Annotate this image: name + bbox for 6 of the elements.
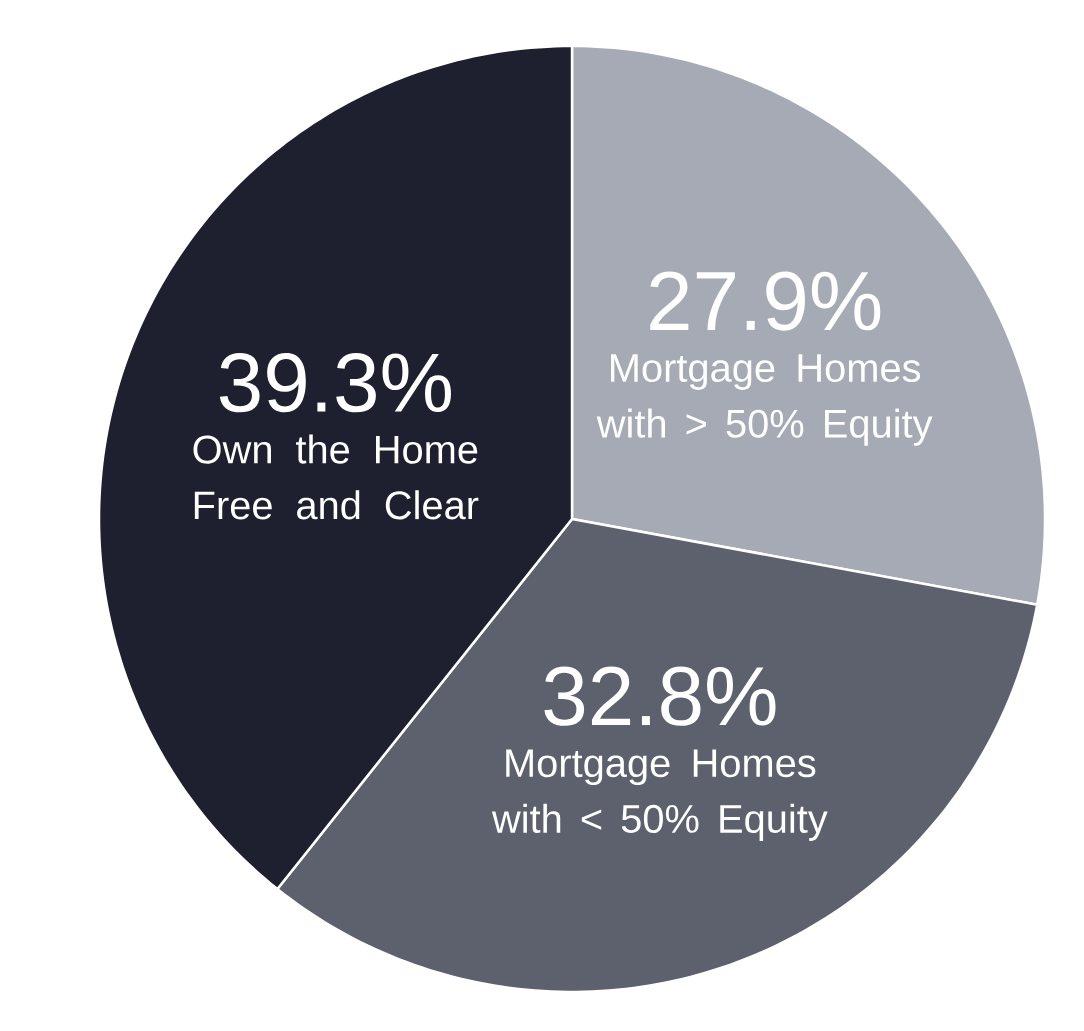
data-label: 39.3% <box>219 353 451 413</box>
slice-label: Mortgage Homes with > 50% Equity <box>596 354 933 446</box>
data-label: 32.8% <box>544 666 776 726</box>
data-label: 27.9% <box>650 271 881 331</box>
slice-label: Own the Home Free and Clear <box>193 434 479 520</box>
slice-label: Mortgage Homes with < 50% Equity <box>491 749 828 841</box>
